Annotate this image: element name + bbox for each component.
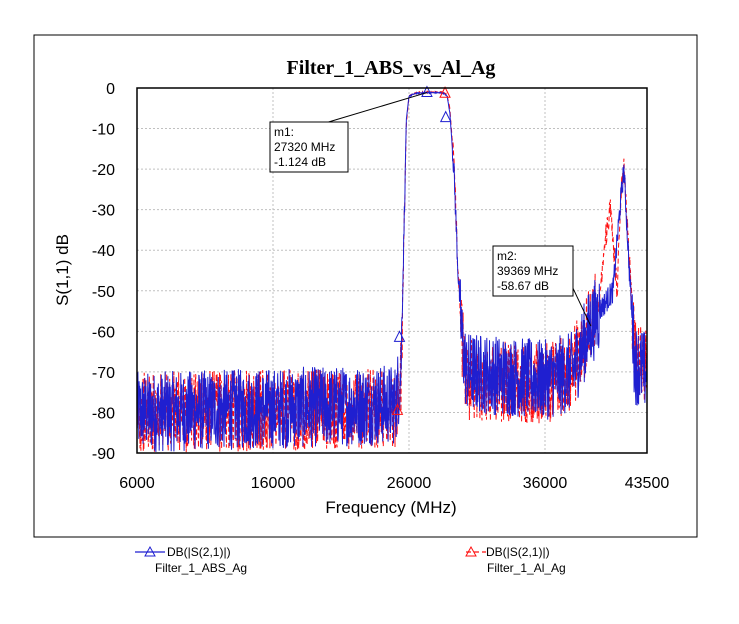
y-tick-label: -10 — [92, 122, 115, 139]
series-point-abs-ag — [421, 85, 433, 98]
y-tick-label: -80 — [92, 405, 115, 422]
marker-m2-box — [492, 245, 574, 297]
series-line-abs-ag — [137, 90, 647, 453]
legend-series-abs-ag: DB(|S(2,1)|) — [167, 545, 231, 559]
marker-m1: m1: 27320 MHz -1.124 dB — [269, 92, 428, 173]
y-tick-label: -70 — [92, 365, 115, 382]
series-point-abs-ag — [393, 330, 406, 342]
y-tick-label: -60 — [92, 324, 115, 341]
legend-source-al-ag: Filter_1_Al_Ag — [487, 561, 566, 575]
y-tick-label: -50 — [92, 284, 115, 301]
y-tick-label: -90 — [92, 446, 115, 463]
series-point-al-ag — [391, 403, 404, 415]
y-tick-label: -40 — [92, 243, 115, 260]
y-tick-label: -20 — [92, 162, 115, 179]
chart-frame — [33, 34, 698, 538]
x-tick-label: 26000 — [387, 475, 432, 492]
plot-border — [136, 87, 648, 454]
chart-title: Filter_1_ABS_vs_Al_Ag — [287, 57, 496, 79]
x-tick-label: 43500 — [625, 475, 670, 492]
x-axis-label: Frequency (MHz) — [325, 498, 456, 517]
marker-m2: m2: 39369 MHz -58.67 dB — [492, 245, 592, 327]
marker-m1-box — [269, 121, 349, 173]
y-tick-label: -30 — [92, 203, 115, 220]
legend-series-al-ag: DB(|S(2,1)|) — [486, 545, 550, 559]
x-tick-label: 6000 — [119, 475, 155, 492]
legend: DB(|S(2,1)|) Filter_1_ABS_Ag DB(|S(2,1)|… — [135, 545, 566, 575]
axis-ticks: 6000 16000 26000 36000 43500 0 -10 -20 -30 -40 -50… — [92, 81, 669, 492]
y-axis-label: S(1,1) dB — [53, 234, 72, 306]
marker-m2-frequency: 39369 MHz — [497, 264, 558, 278]
x-tick-label: 16000 — [251, 475, 296, 492]
legend-item-abs-ag[interactable]: DB(|S(2,1)|) Filter_1_ABS_Ag — [135, 545, 247, 575]
legend-item-al-ag[interactable]: DB(|S(2,1)|) Filter_1_Al_Ag — [465, 545, 566, 575]
marker-m1-frequency: 27320 MHz — [274, 140, 335, 154]
marker-m2-label: m2: — [497, 249, 517, 263]
legend-source-abs-ag: Filter_1_ABS_Ag — [155, 561, 247, 575]
triangle-marker-icon — [465, 545, 477, 557]
series-point-al-ag — [439, 86, 451, 98]
triangle-marker-icon — [144, 545, 156, 557]
series-point-abs-ag — [439, 110, 452, 123]
marker-m1-value: -1.124 dB — [274, 155, 326, 169]
marker-m2-value: -58.67 dB — [497, 279, 549, 293]
plot-area — [137, 85, 647, 453]
marker-m1-label: m1: — [274, 125, 294, 139]
marker-m1-leader — [328, 92, 428, 123]
y-tick-label: 0 — [106, 81, 115, 98]
x-tick-label: 36000 — [523, 475, 568, 492]
